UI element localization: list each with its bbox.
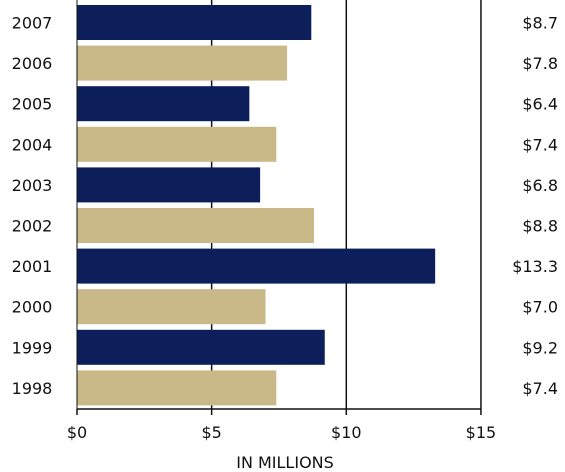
- value-label: $7.4: [522, 379, 558, 398]
- x-axis: $0 $5 $10 $15: [67, 0, 496, 442]
- value-label: $6.8: [522, 176, 558, 195]
- category-label: 2002: [12, 217, 53, 236]
- category-label: 2003: [12, 176, 53, 195]
- category-label: 2006: [12, 54, 53, 73]
- bars: [77, 5, 436, 406]
- value-label: $6.4: [522, 95, 558, 114]
- bar: [77, 370, 277, 406]
- value-label: $8.7: [522, 14, 558, 33]
- bar: [77, 86, 250, 122]
- bar: [77, 126, 277, 162]
- x-tick-label: $15: [466, 423, 497, 442]
- category-label: 2004: [12, 135, 53, 154]
- value-label: $7.4: [522, 135, 558, 154]
- category-label: 2001: [12, 257, 53, 276]
- bar: [77, 5, 312, 40]
- category-label: 2000: [12, 298, 53, 317]
- category-label: 1998: [12, 379, 53, 398]
- category-label: 1999: [12, 338, 53, 357]
- value-label: $7.8: [522, 54, 558, 73]
- bar: [77, 329, 325, 365]
- bar: [77, 45, 288, 81]
- category-label: 2007: [12, 14, 53, 33]
- bar: [77, 208, 314, 243]
- bar: [77, 248, 436, 284]
- x-axis-label: IN MILLIONS: [236, 453, 334, 472]
- x-tick-label: $5: [201, 423, 221, 442]
- category-label: 2005: [12, 95, 53, 114]
- value-label: $8.8: [522, 217, 558, 236]
- value-label: $13.3: [512, 257, 558, 276]
- value-label: $7.0: [522, 298, 558, 317]
- bar: [77, 167, 261, 203]
- x-tick-label: $0: [67, 423, 87, 442]
- bar: [77, 289, 266, 325]
- x-tick-label: $10: [331, 423, 362, 442]
- value-labels: $8.7 $7.8 $6.4 $7.4 $6.8 $8.8 $13.3 $7.0 $9.2 $7.…: [512, 14, 558, 398]
- category-labels: 2007 2006 2005 2004 2003 2002 2001 2000 1999 1998: [12, 14, 53, 398]
- value-label: $9.2: [522, 338, 558, 357]
